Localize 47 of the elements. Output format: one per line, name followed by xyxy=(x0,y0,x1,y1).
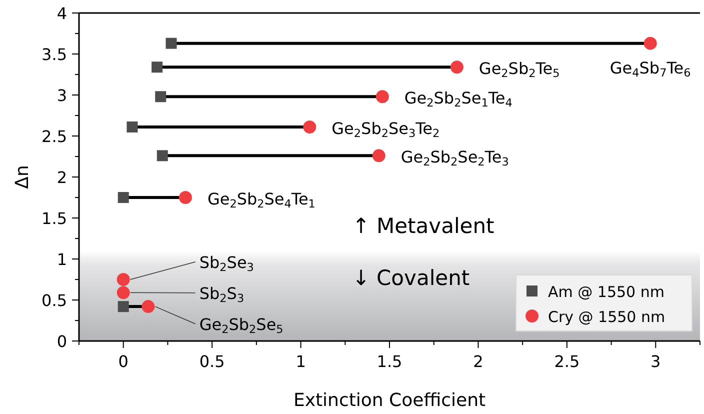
legend-label: Cry @ 1550 nm xyxy=(548,308,666,326)
y-axis-title: Δn xyxy=(12,165,33,189)
point xyxy=(166,38,177,49)
point xyxy=(116,273,130,286)
point xyxy=(372,149,386,162)
x-tick-label: 1 xyxy=(296,352,306,371)
annotation: Ge$_{2}$Sb$_{2}$Se$_{1}$Te$_{4}$ xyxy=(404,88,512,110)
annotation: Ge$_{4}$Sb$_{7}$Te$_{6}$ xyxy=(610,58,691,80)
annotation: Ge$_{2}$Sb$_{2}$Se$_{5}$ xyxy=(199,314,284,336)
x-tick-label: 0 xyxy=(118,352,128,371)
point xyxy=(303,120,316,134)
point xyxy=(376,90,389,104)
y-tick-label: 1.5 xyxy=(42,209,67,228)
annotation: Sb$_{2}$S$_{3}$ xyxy=(199,284,244,306)
annotation: Ge$_{2}$Sb$_{2}$Te$_{5}$ xyxy=(478,59,560,80)
y-tick-label: 2.5 xyxy=(42,127,67,146)
annotation: Ge$_{2}$Sb$_{2}$Se$_{2}$Te$_{3}$ xyxy=(400,148,509,169)
point xyxy=(644,36,657,50)
annotation: Ge$_{2}$Sb$_{2}$Se$_{4}$Te$_{1}$ xyxy=(207,190,316,211)
x-tick-label: 0.5 xyxy=(199,352,225,371)
annotation: ↑ Metavalent xyxy=(352,214,494,238)
x-tick-label: 2 xyxy=(473,352,484,371)
point xyxy=(156,150,168,162)
point xyxy=(178,191,192,204)
y-tick-label: 1 xyxy=(56,250,67,269)
point xyxy=(118,192,129,203)
point xyxy=(450,60,464,74)
annotation: Ge$_{2}$Sb$_{2}$Se$_{3}$Te$_{2}$ xyxy=(332,118,440,140)
y-tick-label: 0.5 xyxy=(42,291,67,310)
point xyxy=(152,62,163,73)
y-tick-label: 4 xyxy=(56,4,67,23)
annotation: Sb$_{2}$Se$_{3}$ xyxy=(199,252,254,274)
point xyxy=(155,91,166,102)
y-tick-label: 0 xyxy=(56,332,67,351)
point xyxy=(118,301,129,312)
point xyxy=(116,286,130,300)
y-tick-label: 2 xyxy=(56,168,67,187)
point xyxy=(126,121,138,132)
y-tick-label: 3.5 xyxy=(42,45,67,64)
annotation: ↓ Covalent xyxy=(352,266,470,290)
x-tick-label: 1.5 xyxy=(376,352,402,371)
point xyxy=(142,300,155,314)
x-axis-title: Extinction Coefficient xyxy=(293,390,486,411)
x-tick-label: 2.5 xyxy=(554,352,580,371)
x-tick-label: 3 xyxy=(650,352,661,371)
legend-label: Am @ 1550 nm xyxy=(548,283,664,301)
y-tick-label: 3 xyxy=(56,86,67,105)
